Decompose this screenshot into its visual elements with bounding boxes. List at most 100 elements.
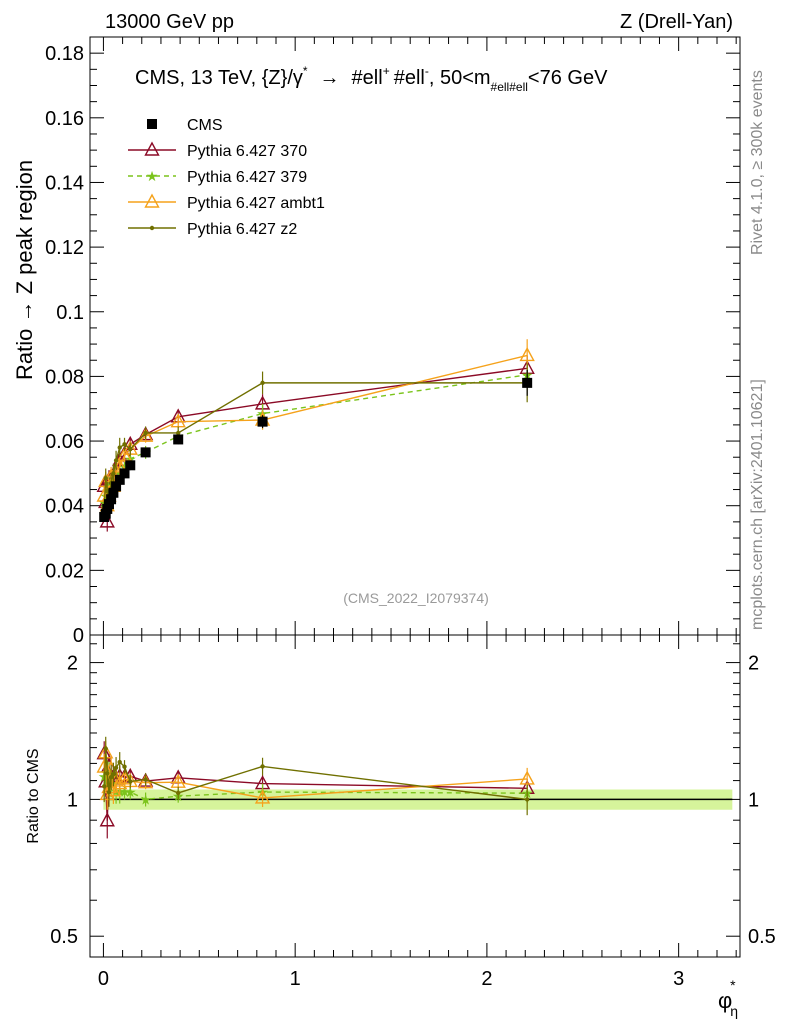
- y-tick-label: 0.14: [45, 172, 84, 194]
- legend-item: ★ Pythia 6.427 379: [128, 168, 307, 186]
- data-point: [143, 430, 148, 436]
- data-point: ★: [146, 168, 159, 184]
- series-line: [103, 354, 528, 506]
- data-point: [106, 494, 117, 505]
- ratio-series: ★★★★★★★★★★★★★★: [96, 736, 535, 839]
- data-point: [144, 193, 160, 208]
- data-point: [117, 445, 122, 450]
- data-point: [140, 447, 151, 458]
- data-point: [111, 771, 116, 777]
- data-point: [122, 442, 127, 447]
- data-point: [112, 775, 128, 790]
- data-point: [128, 446, 133, 452]
- data-point: [106, 790, 112, 795]
- data-point: [122, 764, 127, 769]
- series-pythia-6-427-z2: [101, 736, 530, 816]
- y-tick-label: 0.12: [45, 237, 84, 259]
- data-point: [119, 468, 130, 479]
- data-point: [137, 774, 154, 789]
- data-point: [522, 377, 533, 388]
- data-point: [111, 481, 122, 492]
- ratio-y-axis-label: Ratio to CMS: [25, 748, 42, 843]
- y-axis-label: Ratio → Z peak region: [12, 160, 37, 380]
- x-tick-label: 1: [290, 968, 301, 990]
- legend-label: Pythia 6.427 ambt1: [187, 195, 325, 212]
- ratio-y-tick-label: 1: [67, 789, 78, 811]
- legend-item: CMS: [147, 117, 223, 134]
- data-point: [257, 416, 268, 427]
- data-point: [105, 488, 110, 494]
- ratio-y-axis: 0.5 0.5 1 1 2 2: [50, 643, 776, 948]
- rivet-version-label: Rivet 4.1.0, ≥ 300k events: [749, 70, 766, 255]
- legend: CMS Pythia 6.427 370 ★ Pythia 6.427 379 Pyth…: [128, 117, 325, 238]
- data-point: [144, 141, 160, 156]
- data-point: [108, 774, 114, 780]
- ratio-band: [103, 789, 733, 810]
- data-point: [117, 759, 122, 765]
- legend-label: Pythia 6.427 370: [187, 143, 307, 160]
- main-series: ★★★★★★★★★★★★★★: [96, 339, 535, 532]
- y-tick-label: 0.06: [45, 431, 84, 453]
- analysis-watermark: (CMS_2022_I2079374): [343, 590, 489, 606]
- series-pythia-6-427-379: ★★★★★★★★★★★★★★: [98, 361, 533, 513]
- series-line: [103, 753, 528, 821]
- data-point: [125, 460, 136, 471]
- data-point: [147, 119, 157, 129]
- main-panel: 0 0.02 0.04 0.06 0.08 0.1 0.12 0.14 0.16 0.18 Rat…: [12, 36, 741, 647]
- data-point: [128, 779, 133, 784]
- y-tick-label: 0.1: [56, 302, 84, 324]
- x-tick-label: 2: [481, 968, 492, 990]
- series-pythia-6-427-ambt1: [96, 339, 535, 516]
- legend-label: Pythia 6.427 379: [187, 169, 307, 186]
- legend-item: Pythia 6.427 370: [128, 141, 307, 160]
- series-line: [103, 367, 528, 522]
- series-line: [103, 382, 528, 509]
- data-point: [103, 746, 108, 751]
- data-point: ★: [118, 784, 131, 800]
- legend-label: Pythia 6.427 z2: [187, 221, 297, 238]
- main-y-axis: 0 0.02 0.04 0.06 0.08 0.1 0.12 0.14 0.16 0.18: [45, 36, 740, 647]
- data-point: [103, 476, 108, 481]
- data-point: [173, 434, 184, 445]
- ratio-y-tick-label: 2: [67, 653, 78, 675]
- header-left: 13000 GeV pp: [105, 11, 234, 33]
- ratio-frame: [89, 634, 741, 958]
- data-point: [176, 790, 181, 796]
- mcplots-source-label: mcplots.cern.ch [arXiv:2401.10621]: [749, 379, 766, 630]
- data-point: [99, 812, 115, 827]
- x-tick-label: 3: [673, 968, 684, 990]
- data-point: [114, 474, 125, 485]
- x-axis: 0 1 2 3: [98, 635, 737, 990]
- data-point: [113, 458, 119, 463]
- series-cms: [99, 369, 533, 523]
- main-x-ticks: [102, 37, 737, 635]
- legend-item: Pythia 6.427 ambt1: [128, 193, 325, 212]
- x-axis-label: φη*: [718, 977, 738, 1019]
- series-pythia-6-427-z2: [101, 363, 530, 519]
- data-point: [113, 765, 119, 770]
- data-point: [105, 771, 110, 776]
- y-tick-label: 0.18: [45, 43, 84, 65]
- data-point: [143, 777, 148, 782]
- y-tick-label: 0: [73, 625, 84, 647]
- y-tick-label: 0.16: [45, 108, 84, 130]
- chart-title: CMS, 13 TeV, {Z}/γ* → #ell+ #ell-, 50<m#ell…: [135, 64, 608, 94]
- data-point: [524, 797, 530, 802]
- data-point: ★: [139, 791, 152, 807]
- data-point: [519, 346, 535, 362]
- data-point: [149, 225, 155, 231]
- side-text: Rivet 4.1.0, ≥ 300k events mcplots.cern.…: [749, 70, 766, 630]
- ratio-y-tick-label: 2: [748, 653, 759, 675]
- header: 13000 GeV pp Z (Drell-Yan): [105, 11, 733, 33]
- series-line: [103, 374, 528, 503]
- header-right: Z (Drell-Yan): [620, 11, 733, 33]
- data-point: [111, 471, 116, 476]
- data-point: [254, 789, 271, 804]
- data-point: [519, 770, 535, 785]
- legend-label: CMS: [187, 117, 223, 134]
- data-point: ★: [124, 784, 137, 800]
- x-tick-label: 0: [98, 968, 109, 990]
- ratio-y-tick-label: 0.5: [748, 926, 776, 948]
